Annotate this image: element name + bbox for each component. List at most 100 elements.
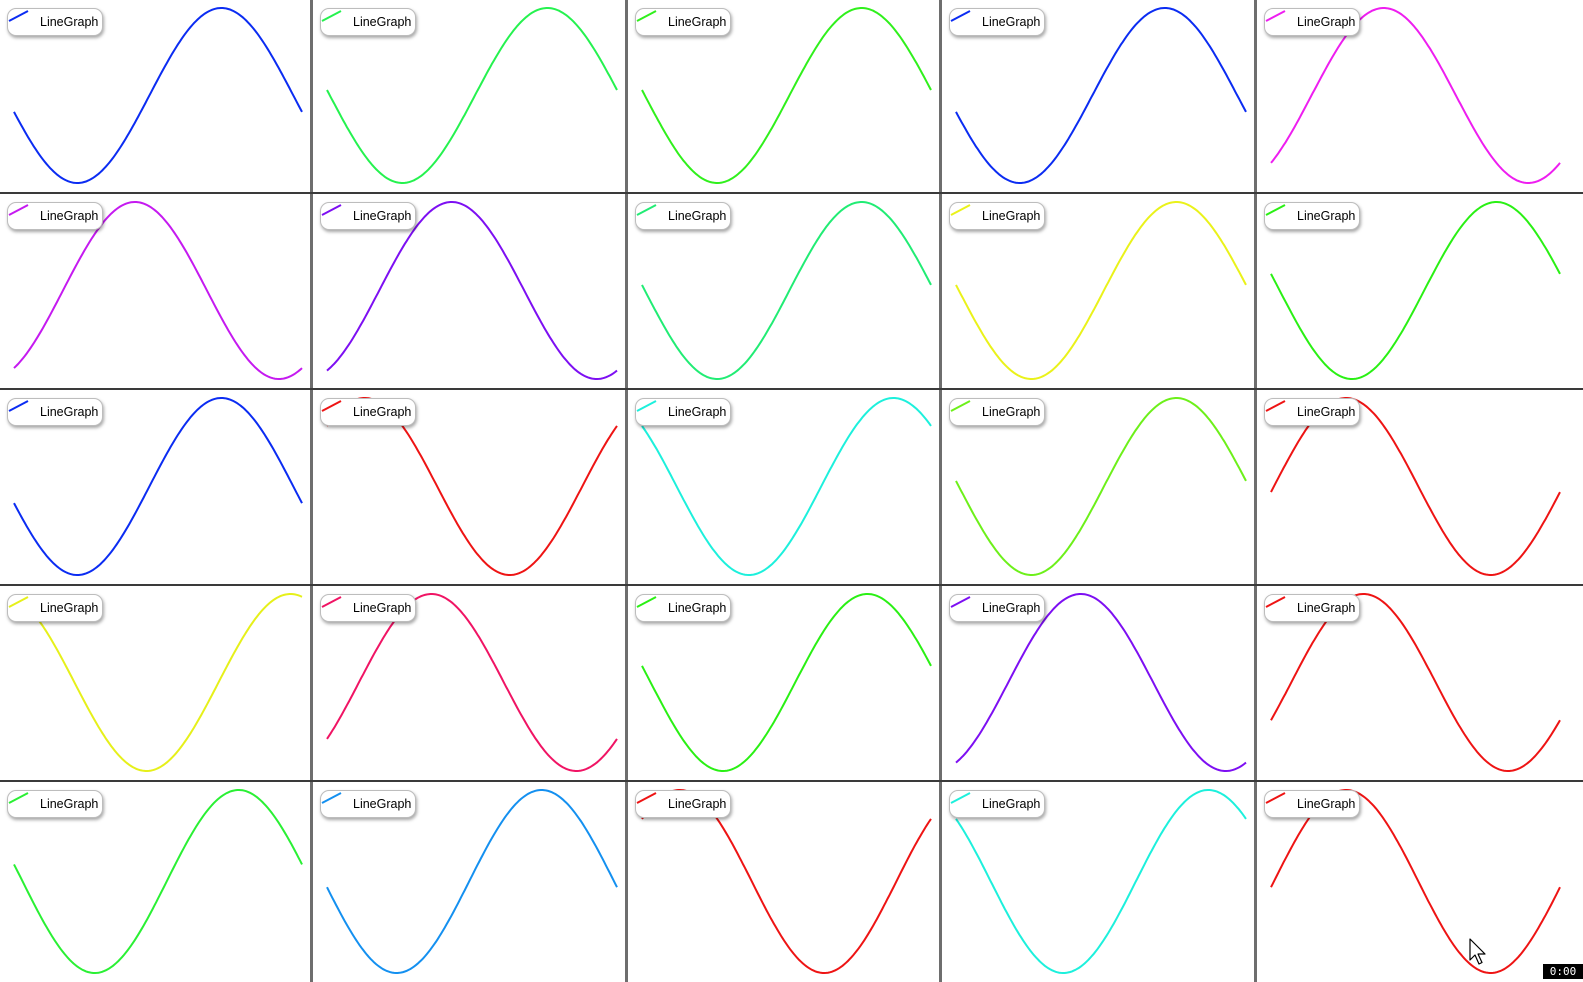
legend: LineGraph — [7, 594, 103, 622]
panel-divider-horizontal — [0, 780, 1583, 782]
legend-swatch-icon — [1265, 792, 1286, 804]
legend-label: LineGraph — [353, 209, 412, 223]
chart-panel: LineGraph — [942, 390, 1254, 584]
legend-label: LineGraph — [668, 405, 727, 419]
legend-label: LineGraph — [982, 601, 1041, 615]
legend: LineGraph — [320, 202, 416, 230]
series-line — [1270, 201, 1561, 380]
legend: LineGraph — [949, 8, 1045, 36]
series-line — [326, 201, 618, 380]
legend-label: LineGraph — [353, 15, 412, 29]
legend-label: LineGraph — [982, 209, 1041, 223]
panel-divider-vertical — [939, 0, 942, 982]
series-line — [955, 593, 1247, 772]
chart-panel: LineGraph — [628, 390, 939, 584]
chart-panel: LineGraph — [313, 0, 625, 192]
chart-panel: LineGraph — [1257, 0, 1568, 192]
chart-panel: LineGraph — [1257, 586, 1568, 780]
chart-panel: LineGraph — [313, 586, 625, 780]
legend: LineGraph — [320, 594, 416, 622]
line-plot — [13, 201, 303, 380]
legend-swatch-icon — [636, 10, 657, 22]
legend-swatch-icon — [950, 204, 971, 216]
legend-swatch-icon — [8, 792, 29, 804]
chart-panel: LineGraph — [628, 586, 939, 780]
chart-panel: LineGraph — [942, 782, 1254, 982]
legend-swatch-icon — [1265, 596, 1286, 608]
chart-panel: LineGraph — [0, 194, 310, 388]
chart-panel: LineGraph — [0, 782, 310, 982]
legend-label: LineGraph — [668, 797, 727, 811]
legend-label: LineGraph — [1297, 405, 1356, 419]
chart-panel: LineGraph — [942, 194, 1254, 388]
chart-panel: LineGraph — [1257, 390, 1568, 584]
legend-swatch-icon — [950, 792, 971, 804]
legend-swatch-icon — [8, 596, 29, 608]
line-plot — [326, 593, 618, 772]
panel-divider-horizontal — [0, 388, 1583, 390]
chart-panel: LineGraph — [628, 782, 939, 982]
legend: LineGraph — [320, 790, 416, 818]
chart-panel: LineGraph — [313, 390, 625, 584]
chart-panel: LineGraph — [313, 782, 625, 982]
chart-panel: LineGraph — [1257, 782, 1568, 982]
line-plot — [326, 201, 618, 380]
legend-swatch-icon — [8, 400, 29, 412]
line-plot — [326, 789, 618, 974]
series-line — [641, 201, 932, 380]
series-line — [326, 789, 618, 974]
series-line — [326, 7, 618, 184]
series-line — [13, 593, 303, 772]
legend-swatch-icon — [636, 204, 657, 216]
series-line — [955, 397, 1247, 576]
chart-panel: LineGraph — [0, 586, 310, 780]
legend-label: LineGraph — [982, 405, 1041, 419]
line-plot — [955, 7, 1247, 184]
chart-panel: LineGraph — [0, 390, 310, 584]
legend-swatch-icon — [8, 204, 29, 216]
legend: LineGraph — [7, 8, 103, 36]
legend: LineGraph — [7, 398, 103, 426]
legend: LineGraph — [320, 398, 416, 426]
legend-swatch-icon — [950, 10, 971, 22]
series-line — [326, 593, 618, 772]
mouse-cursor-icon — [1469, 938, 1486, 965]
timer-badge: 0:00 — [1543, 964, 1583, 979]
legend-swatch-icon — [1265, 400, 1286, 412]
legend-label: LineGraph — [1297, 209, 1356, 223]
legend-swatch-icon — [950, 400, 971, 412]
legend: LineGraph — [7, 202, 103, 230]
legend-label: LineGraph — [40, 797, 99, 811]
legend: LineGraph — [1264, 398, 1360, 426]
legend-label: LineGraph — [40, 601, 99, 615]
legend-swatch-icon — [321, 792, 342, 804]
legend-label: LineGraph — [40, 15, 99, 29]
legend: LineGraph — [635, 790, 731, 818]
line-plot — [13, 593, 303, 772]
line-plot — [955, 201, 1247, 380]
legend-label: LineGraph — [1297, 797, 1356, 811]
chart-panel: LineGraph — [0, 0, 310, 192]
chart-panel: LineGraph — [628, 0, 939, 192]
series-line — [955, 7, 1247, 184]
legend-swatch-icon — [321, 400, 342, 412]
legend: LineGraph — [635, 398, 731, 426]
legend: LineGraph — [635, 202, 731, 230]
panel-divider-vertical — [1254, 0, 1257, 982]
series-line — [13, 397, 303, 576]
line-plot — [641, 201, 932, 380]
legend-label: LineGraph — [40, 209, 99, 223]
legend-swatch-icon — [8, 10, 29, 22]
line-plot — [955, 593, 1247, 772]
series-line — [955, 201, 1247, 380]
legend: LineGraph — [949, 594, 1045, 622]
chart-panel: LineGraph — [942, 586, 1254, 780]
line-plot — [326, 7, 618, 184]
line-plot — [13, 789, 303, 974]
legend-swatch-icon — [321, 204, 342, 216]
legend-label: LineGraph — [982, 797, 1041, 811]
chart-panel: LineGraph — [942, 0, 1254, 192]
series-line — [13, 789, 303, 974]
legend-label: LineGraph — [1297, 601, 1356, 615]
line-plot — [1270, 593, 1561, 772]
